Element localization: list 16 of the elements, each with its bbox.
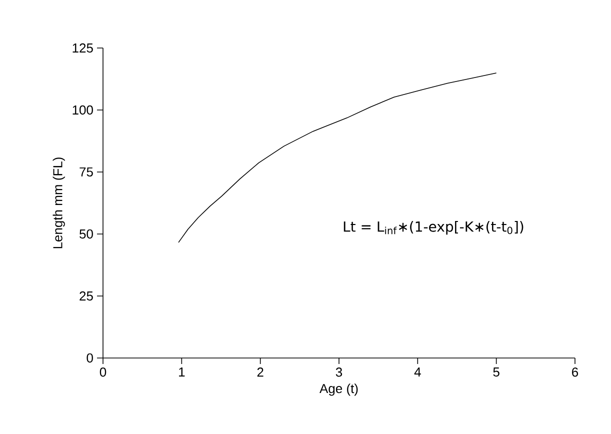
y-tick-label: 25 bbox=[80, 291, 93, 301]
y-tick-label: 0 bbox=[86, 353, 93, 363]
x-axis-title: Age (t) bbox=[320, 384, 358, 396]
x-tick-label: 5 bbox=[493, 368, 500, 377]
x-tick-label: 6 bbox=[572, 368, 578, 377]
y-axis-title: Length mm (FL) bbox=[52, 158, 65, 248]
y-tick-label: 50 bbox=[80, 229, 93, 239]
x-tick-label: 0 bbox=[100, 368, 106, 377]
x-tick-label: 3 bbox=[336, 368, 342, 377]
y-tick-label: 125 bbox=[72, 43, 93, 53]
x-tick-label: 1 bbox=[179, 368, 185, 376]
x-tick-label: 4 bbox=[414, 368, 421, 376]
x-tick-label: 2 bbox=[257, 368, 264, 377]
y-tick-label: 100 bbox=[72, 105, 93, 115]
annotation: Lt = L$_{inf}$∗(1-exp[-K∗(t-t$_{0}$]) bbox=[344, 221, 524, 235]
y-tick-label: 75 bbox=[80, 167, 93, 177]
